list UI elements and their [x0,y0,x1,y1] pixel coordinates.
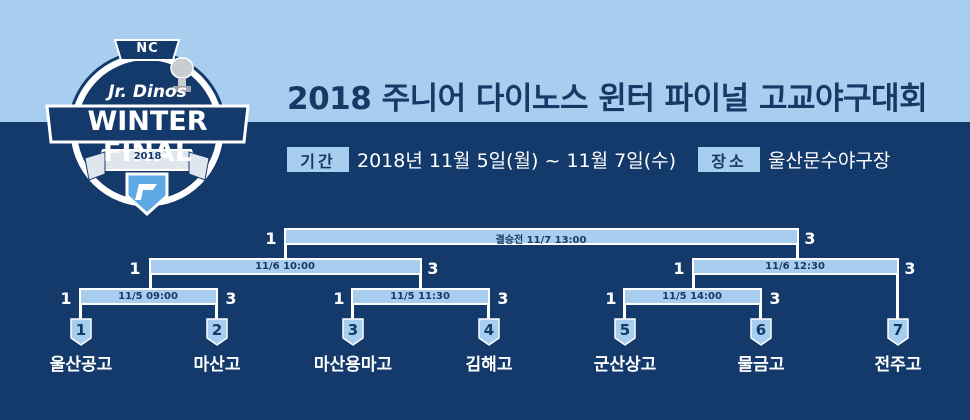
r1m1-match-bar [79,288,218,305]
final-left-score: 1 [265,229,277,248]
logo-brand: NC [136,41,159,56]
seed-badge-2: 2 [206,318,228,346]
r1m1-right-score: 3 [225,289,237,308]
r1m2-left-score: 1 [333,289,345,308]
r1m3-match-bar [623,288,762,305]
logo-year: 2018 [133,151,162,162]
page-title: 2018 주니어 다이노스 윈터 파이널 고교야구대회 [287,81,928,117]
semi2-right-leg [896,258,899,320]
period-label: 기간 [287,147,349,172]
seed-number: 3 [347,321,359,339]
final-match-label: 결승전 11/7 13:00 [495,235,587,246]
team-name-2: 마산고 [193,355,241,375]
team-name-4: 김해고 [465,355,513,375]
logo-title: WINTER FINAL [87,106,208,168]
team-name-7: 전주고 [874,355,922,375]
seed-badge-4: 4 [478,318,500,346]
r1m2-match-label: 11/5 11:30 [390,291,450,302]
seed-number: 2 [211,321,223,339]
r1m3-right-score: 3 [769,289,781,308]
seed-badge-1: 1 [70,318,92,346]
venue-value: 울산문수야구장 [768,150,891,172]
final-right-score: 3 [804,229,816,248]
winter-final-logo: NC Jr. Dinos WINTER FINAL 2018 [45,38,250,223]
seed-number: 4 [483,321,495,339]
seed-number: 7 [892,321,904,339]
semi2-match-label: 11/6 12:30 [765,261,825,272]
semi1-match-bar [149,258,422,275]
final-match-bar [284,228,799,245]
seed-number: 5 [619,321,631,339]
r1m2-match-bar [351,288,490,305]
semi1-left-score: 1 [129,259,141,278]
r1m1-left-score: 1 [60,289,72,308]
seed-badge-6: 6 [750,318,772,346]
seed-number: 6 [755,321,767,339]
team-name-1: 울산공고 [49,355,113,375]
r1m3-left-score: 1 [605,289,617,308]
seed-badge-3: 3 [342,318,364,346]
team-name-3: 마산용마고 [313,355,393,375]
seed-badge-7: 7 [887,318,909,346]
team-name-5: 군산상고 [593,355,657,375]
r1m3-match-label: 11/5 14:00 [662,291,722,302]
semi2-left-score: 1 [673,259,685,278]
seed-badge-5: 5 [614,318,636,346]
semi1-match-label: 11/6 10:00 [255,261,315,272]
r1m2-right-score: 3 [497,289,509,308]
seed-number: 1 [75,321,87,339]
logo-subtitle: Jr. Dinos [108,82,187,102]
logo-emblem [45,39,250,217]
venue-label: 장소 [698,147,760,172]
semi1-right-score: 3 [427,259,439,278]
team-name-6: 물금고 [737,355,785,375]
semi2-right-score: 3 [904,259,916,278]
trophy-icon [170,57,194,92]
r1m1-match-label: 11/5 09:00 [118,291,178,302]
semi2-match-bar [692,258,899,275]
period-value: 2018년 11월 5일(월) ~ 11월 7일(수) [357,150,677,172]
